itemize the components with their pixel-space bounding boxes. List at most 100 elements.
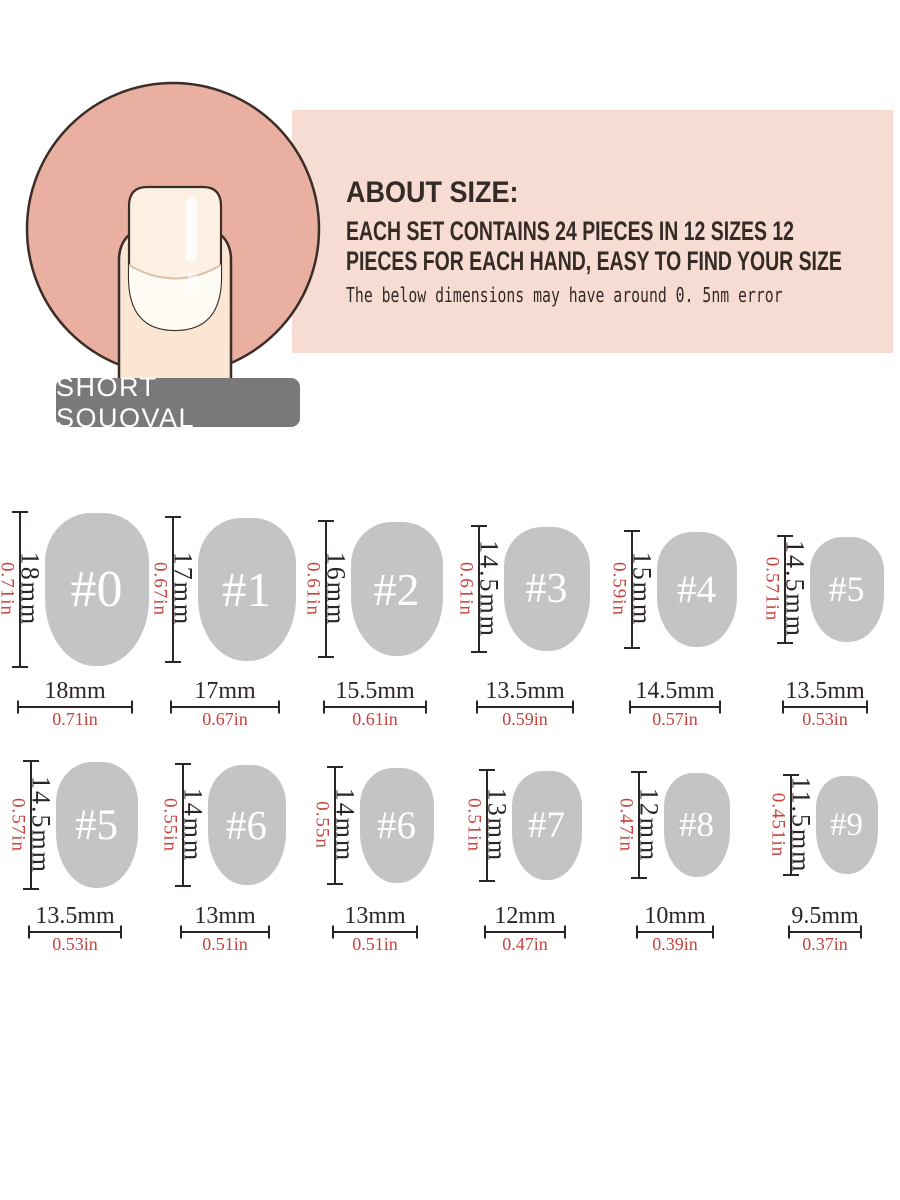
width-in-label: 0.59in: [502, 709, 548, 729]
length-in-label: 0.47in: [614, 797, 636, 853]
width-dimension-line: [17, 706, 133, 708]
length-mm-label: 14mm: [330, 787, 360, 863]
width-mm-label: 15.5mm: [335, 678, 415, 704]
length-dimension-labels: 13mm 0.51in: [462, 788, 511, 862]
size-column: 12mm 0.47in #8 10mm 0.39in: [600, 750, 750, 953]
length-dimension: 16mm 0.61in: [302, 520, 350, 658]
length-dimension-labels: 11.5mm 0.451in: [767, 776, 816, 874]
length-dimension-line: [171, 515, 174, 663]
length-dimension-labels: 14.5mm 0.61in: [454, 540, 503, 638]
width-in-label: 0.51in: [202, 934, 248, 954]
length-dimension-labels: 14mm 0.55n: [310, 787, 360, 863]
length-dimension-labels: 15mm 0.59in: [607, 552, 656, 626]
length-dimension: 18mm 0.71in: [0, 510, 44, 668]
width-in-label: 0.71in: [52, 709, 98, 729]
width-mm-label: 13.5mm: [485, 678, 565, 704]
nail-shape: #4: [656, 531, 737, 647]
width-dimension: 17mm 0.67in: [170, 679, 280, 728]
length-dimension: 15mm 0.59in: [608, 529, 656, 649]
length-in-label: 0.51in: [462, 797, 484, 853]
nail-shape: #3: [503, 527, 590, 651]
about-size-line-2-text: PIECES FOR EACH HAND, EASY TO FIND YOUR …: [346, 246, 842, 277]
about-size-line-1: EACH SET CONTAINS 24 PIECES IN 12 SIZES …: [346, 216, 893, 246]
length-in-label: 0.55n: [310, 801, 332, 849]
width-mm-label: 13.5mm: [785, 678, 865, 704]
width-mm-label: 12mm: [494, 903, 556, 929]
width-dimension-line: [788, 931, 862, 933]
width-dimension: 13.5mm 0.53in: [782, 679, 868, 728]
width-mm-label: 10mm: [644, 903, 706, 929]
size-column: 11.5mm 0.451in #9 9.5mm 0.37in: [750, 750, 900, 953]
length-dimension-labels: 14mm 0.55in: [159, 787, 208, 863]
width-mm-label: 18mm: [44, 678, 106, 704]
nail-shape: #1: [197, 517, 296, 661]
tolerance-note-text: The below dimensions may have around 0. …: [346, 283, 783, 308]
nail-size-number: #6: [377, 803, 416, 847]
width-dimension: 18mm 0.71in: [17, 679, 133, 728]
length-dimension-line: [630, 529, 633, 649]
length-mm-label: 11.5mm: [786, 776, 816, 874]
length-dimension-line: [181, 763, 184, 887]
width-dimension: 14.5mm 0.57in: [629, 679, 721, 728]
nail-size-number: #6: [226, 802, 267, 848]
size-column: 16mm 0.61in #2 15.5mm 0.61in: [300, 503, 450, 728]
length-in-label: 0.61in: [454, 561, 476, 617]
width-dimension: 15.5mm 0.61in: [323, 679, 427, 728]
about-size-banner: ABOUT SIZE: EACH SET CONTAINS 24 PIECES …: [292, 110, 893, 353]
width-in-label: 0.67in: [202, 709, 248, 729]
width-dimension-line: [170, 706, 280, 708]
shape-name-label: SHORT SQUOVAL: [56, 372, 300, 433]
nail-shape: #6: [359, 767, 434, 883]
nail-shape: #9: [815, 776, 878, 874]
width-dimension-line: [782, 706, 868, 708]
length-in-label: 0.61in: [301, 561, 323, 617]
width-dimension-line: [28, 931, 122, 933]
size-row-2: 14.5mm 0.57in #5 13.5mm 0.53in: [0, 750, 900, 953]
length-dimension-line: [18, 510, 21, 668]
size-column: 14.5mm 0.571in #5 13.5mm 0.53in: [750, 503, 900, 728]
width-dimension: 12mm 0.47in: [484, 904, 566, 953]
length-dimension-line: [789, 774, 792, 876]
width-mm-label: 13mm: [194, 903, 256, 929]
finger-illustration: [25, 81, 321, 383]
length-dimension: 12mm 0.47in: [615, 771, 663, 879]
length-dimension-labels: 17mm 0.67in: [149, 551, 198, 627]
length-in-label: 0.571in: [760, 556, 782, 622]
length-mm-label: 18mm: [15, 551, 45, 627]
width-in-label: 0.53in: [802, 709, 848, 729]
length-dimension-labels: 16mm 0.61in: [301, 551, 351, 627]
length-mm-label: 14mm: [178, 787, 208, 863]
length-dimension: 14.5mm 0.571in: [761, 534, 809, 644]
width-in-label: 0.37in: [802, 934, 848, 954]
size-column: 14.5mm 0.57in #5 13.5mm 0.53in: [0, 750, 150, 953]
width-dimension-line: [629, 706, 721, 708]
length-in-label: 0.59in: [607, 561, 629, 617]
width-dimension: 9.5mm 0.37in: [788, 904, 862, 953]
size-column: 13mm 0.51in #7 12mm 0.47in: [450, 750, 600, 953]
length-mm-label: 17mm: [168, 551, 198, 627]
length-dimension: 14.5mm 0.61in: [455, 525, 503, 653]
nail-shape: #5: [55, 762, 138, 888]
width-dimension: 13.5mm 0.53in: [28, 904, 122, 953]
size-column: 18mm 0.71in #0 18mm 0.71in: [0, 503, 150, 728]
length-dimension: 17mm 0.67in: [149, 515, 197, 663]
width-dimension-line: [636, 931, 714, 933]
width-mm-label: 14.5mm: [635, 678, 715, 704]
size-column: 15mm 0.59in #4 14.5mm 0.57in: [600, 503, 750, 728]
width-mm-label: 9.5mm: [791, 903, 859, 929]
nail-size-number: #1: [222, 561, 271, 617]
nail-shape: #6: [207, 765, 286, 885]
width-dimension: 13.5mm 0.59in: [476, 679, 574, 728]
size-column: 14mm 0.55n #6 13mm 0.51in: [300, 750, 450, 953]
nail-size-number: #5: [75, 801, 118, 849]
length-dimension: 13mm 0.51in: [463, 768, 511, 882]
width-mm-label: 13.5mm: [35, 903, 115, 929]
about-size-line-1-text: EACH SET CONTAINS 24 PIECES IN 12 SIZES …: [346, 216, 794, 246]
nail-size-number: #2: [373, 563, 420, 615]
width-dimension-line: [476, 706, 574, 708]
length-dimension-line: [783, 534, 786, 644]
length-mm-label: 16mm: [321, 551, 351, 627]
length-dimension-line: [485, 768, 488, 882]
nail-shape: #5: [809, 536, 884, 642]
length-mm-label: 14.5mm: [26, 776, 56, 874]
